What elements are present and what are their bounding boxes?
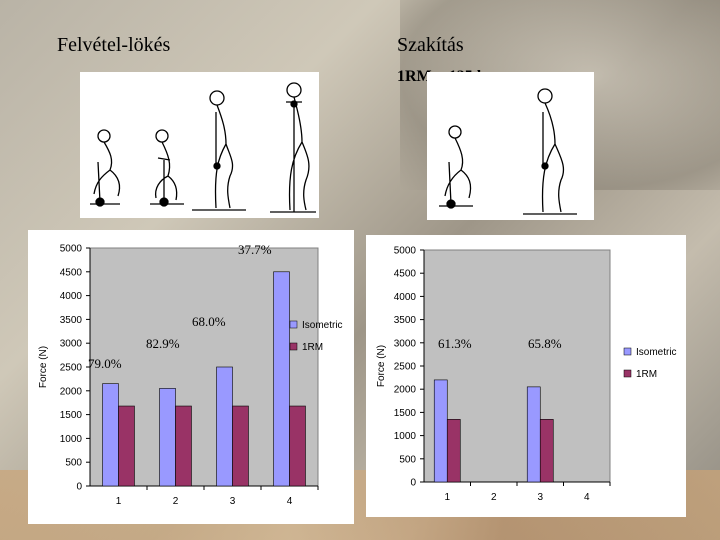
bar-1rm — [446, 419, 461, 483]
bar-isometric — [433, 379, 448, 483]
bar-isometric — [216, 366, 233, 487]
x-tick-label: 3 — [537, 492, 543, 503]
percent-annotation: 65.8% — [528, 336, 562, 351]
legend-swatch — [623, 369, 632, 378]
y-tick-label: 1500 — [394, 408, 417, 419]
chart-svg: 0 500 1000 1500 2000 2500 3000 3500 4000 4500 5000… — [38, 242, 343, 507]
title-snatch: Szakítás — [397, 34, 464, 56]
y-tick-label: 0 — [76, 482, 82, 493]
bar-1rm — [232, 405, 249, 487]
bar-isometric — [526, 386, 541, 483]
x-tick-label: 3 — [230, 496, 236, 507]
percent-annotation: 68.0% — [192, 314, 226, 329]
y-tick-label: 4500 — [394, 269, 417, 280]
bar-1rm — [289, 405, 306, 487]
bar-1rm — [539, 419, 554, 483]
y-tick-label: 3500 — [394, 315, 417, 326]
snatch-force-chart: 0 500 1000 1500 2000 2500 3000 3500 4000 4500 5000… — [366, 235, 686, 517]
y-tick-label: 1000 — [60, 434, 83, 445]
x-tick-label: 2 — [173, 496, 179, 507]
y-tick-label: 2000 — [394, 385, 417, 396]
y-tick-label: 4000 — [60, 291, 83, 302]
legend-label: 1RM — [636, 369, 657, 380]
percent-annotation: 37.7% — [238, 242, 272, 257]
y-tick-label: 5000 — [394, 246, 417, 257]
y-tick-label: 3000 — [60, 339, 83, 350]
legend-swatch — [289, 320, 298, 329]
y-tick-label: 500 — [65, 458, 82, 469]
clean-and-jerk-force-chart: 0 500 1000 1500 2000 2500 3000 3500 4000 4500 5000… — [28, 230, 354, 524]
y-tick-label: 2500 — [60, 363, 83, 374]
x-tick-label: 1 — [444, 492, 450, 503]
y-tick-label: 500 — [399, 454, 416, 465]
x-tick-label: 2 — [491, 492, 497, 503]
y-tick-label: 0 — [410, 478, 416, 489]
bar-1rm — [175, 405, 192, 487]
x-tick-label: 4 — [584, 492, 590, 503]
bar-isometric — [102, 383, 119, 487]
percent-annotation: 82.9% — [146, 336, 180, 351]
chart-svg: 0 500 1000 1500 2000 2500 3000 3500 4000 4500 5000… — [376, 246, 677, 504]
y-tick-label: 1500 — [60, 410, 83, 421]
y-tick-label: 2000 — [60, 386, 83, 397]
bar-1rm — [118, 405, 135, 487]
x-tick-label: 4 — [287, 496, 293, 507]
percent-annotation: 79.0% — [88, 356, 122, 371]
y-tick-label: 5000 — [60, 244, 83, 255]
legend-swatch — [623, 347, 632, 356]
y-axis-label: Force (N) — [376, 345, 387, 387]
legend-label: 1RM — [302, 342, 323, 353]
legend-swatch — [289, 342, 298, 351]
snatch-sequence-image — [427, 72, 594, 220]
y-tick-label: 3500 — [60, 315, 83, 326]
bar-isometric — [159, 388, 176, 487]
title-clean-and-jerk: Felvétel-lökés — [57, 34, 171, 56]
legend-label: Isometric — [636, 347, 677, 358]
bar-isometric — [273, 271, 290, 487]
x-tick-label: 1 — [116, 496, 122, 507]
y-tick-label: 4000 — [394, 292, 417, 303]
clean-and-jerk-sequence-image — [80, 72, 319, 218]
y-axis-label: Force (N) — [38, 346, 49, 388]
y-tick-label: 2500 — [394, 362, 417, 373]
y-tick-label: 1000 — [394, 431, 417, 442]
legend-label: Isometric — [302, 320, 343, 331]
y-tick-label: 3000 — [394, 338, 417, 349]
percent-annotation: 61.3% — [438, 336, 472, 351]
y-tick-label: 4500 — [60, 267, 83, 278]
